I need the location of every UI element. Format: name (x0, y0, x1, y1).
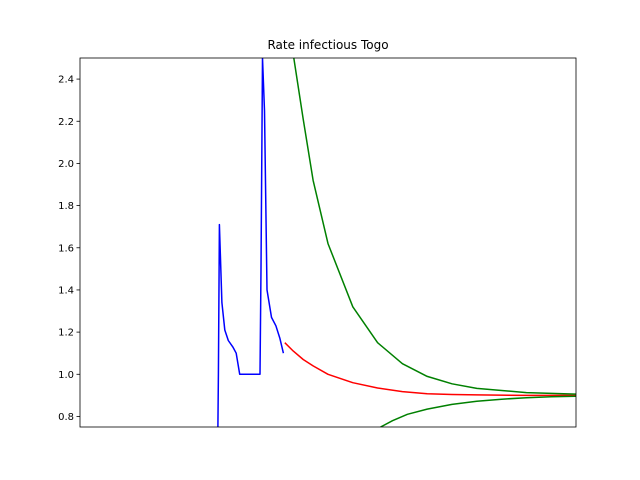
y-tick-label: 2.0 (58, 159, 74, 170)
series-line-1 (217, 58, 285, 427)
y-tick-label: 2.2 (58, 117, 74, 128)
plot-frame (79, 57, 577, 428)
y-tick-label: 1.0 (58, 370, 74, 381)
y-tick-label: 0.8 (58, 412, 74, 423)
series-line-4 (380, 395, 576, 427)
chart-title: Rate infectious Togo (267, 38, 388, 52)
series-layer (217, 58, 576, 427)
y-tick-label: 2.4 (58, 75, 74, 86)
series-line-3 (293, 58, 576, 395)
y-tick-label: 1.8 (58, 201, 74, 212)
y-tick-label: 1.4 (58, 285, 74, 296)
series-line-2 (284, 342, 576, 397)
y-tick-label: 1.6 (58, 243, 74, 254)
y-tick-label: 1.2 (58, 328, 74, 339)
y-axis: 0.8 1.0 1.2 1.4 1.6 1.8 2.0 2.2 2.4 (58, 75, 80, 423)
